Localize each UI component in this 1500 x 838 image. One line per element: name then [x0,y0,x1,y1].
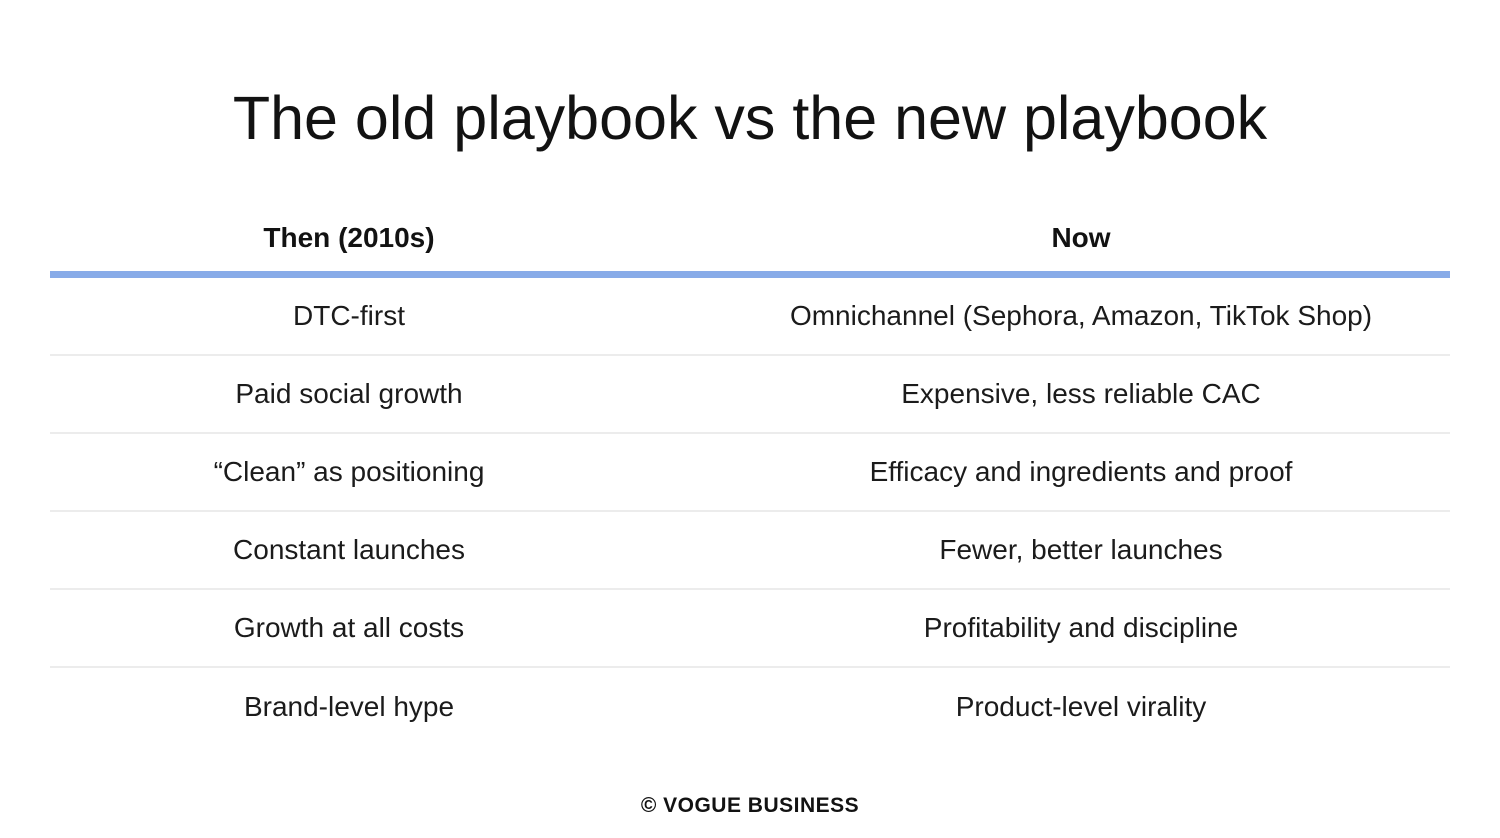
table-header-row: Then (2010s) Now [50,205,1450,271]
cell-then: Paid social growth [235,378,463,409]
table-row: Growth at all costs Profitability and di… [50,590,1450,668]
cell-now: Expensive, less reliable CAC [901,378,1261,409]
page-title: The old playbook vs the new playbook [232,83,1268,152]
table-row: Constant launches Fewer, better launches [50,512,1450,590]
header-divider-line [50,271,1450,278]
table-row: Paid social growth Expensive, less relia… [50,356,1450,434]
column-header-then: Then (2010s) [263,222,435,253]
table-row: “Clean” as positioning Efficacy and ingr… [50,434,1450,512]
cell-then: Growth at all costs [233,612,465,643]
cell-then: DTC-first [293,300,405,331]
cell-then: “Clean” as positioning [213,456,485,487]
cell-then: Brand-level hype [243,691,455,722]
table-row: Brand-level hype Product-level virality [50,668,1450,746]
column-header-now: Now [1051,222,1111,253]
cell-now: Fewer, better launches [939,534,1223,565]
table-row: DTC-first Omnichannel (Sephora, Amazon, … [50,278,1450,356]
cell-now: Product-level virality [955,691,1207,722]
cell-then: Constant launches [233,534,465,565]
cell-now: Profitability and discipline [923,612,1239,643]
footer-credit: © VOGUE BUSINESS [640,794,860,817]
cell-now: Efficacy and ingredients and proof [869,456,1293,487]
comparison-table: Then (2010s) Now DTC-first Omnichannel (… [50,205,1450,746]
cell-now: Omnichannel (Sephora, Amazon, TikTok Sho… [789,300,1373,331]
